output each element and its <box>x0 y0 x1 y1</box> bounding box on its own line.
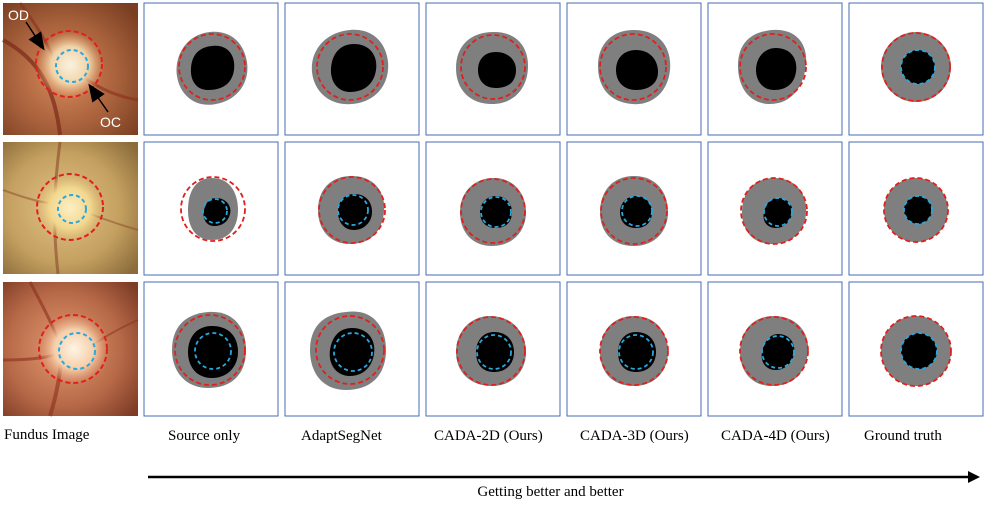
panel-source-1 <box>143 2 279 136</box>
panel-adapt-1 <box>284 2 420 136</box>
caption-cada-2d: CADA-2D (Ours) <box>434 428 543 444</box>
panel-cada2d-3 <box>425 281 561 417</box>
panel-cada2d-1 <box>425 2 561 136</box>
arrow-head-icon <box>968 471 980 483</box>
panel-source-3 <box>143 281 279 417</box>
panel-gt-3 <box>848 281 984 417</box>
od-label: OD <box>8 7 29 23</box>
panel-adapt-3 <box>284 281 420 417</box>
panel-gt-1 <box>848 2 984 136</box>
panel-cada3d-3 <box>566 281 702 417</box>
panel-cada3d-2 <box>566 141 702 276</box>
row-2 <box>2 141 984 276</box>
fundus-image-1: OD OC <box>2 2 139 136</box>
panel-cada4d-2 <box>707 141 843 276</box>
arrow-caption: Getting better and better <box>477 484 624 500</box>
panel-cada2d-2 <box>425 141 561 276</box>
caption-ground-truth: Ground truth <box>864 428 942 444</box>
caption-source-only: Source only <box>168 428 241 444</box>
caption-fundus: Fundus Image <box>4 427 90 443</box>
oc-label: OC <box>100 114 121 130</box>
row-3 <box>2 281 984 417</box>
fundus-image-2 <box>2 141 139 275</box>
panel-cada4d-1 <box>707 2 843 136</box>
panel-source-2 <box>143 141 279 276</box>
fundus-image-3 <box>2 281 139 417</box>
panel-cada4d-3 <box>707 281 843 417</box>
panel-adapt-2 <box>284 141 420 276</box>
caption-adaptsegnet: AdaptSegNet <box>301 428 382 444</box>
panel-gt-2 <box>848 141 984 276</box>
caption-cada-4d: CADA-4D (Ours) <box>721 428 830 444</box>
caption-cada-3d: CADA-3D (Ours) <box>580 428 689 444</box>
od-outline <box>35 30 103 98</box>
row-1: OD OC <box>2 2 984 136</box>
panel-cada3d-1 <box>566 2 702 136</box>
oc-outline <box>55 49 89 83</box>
